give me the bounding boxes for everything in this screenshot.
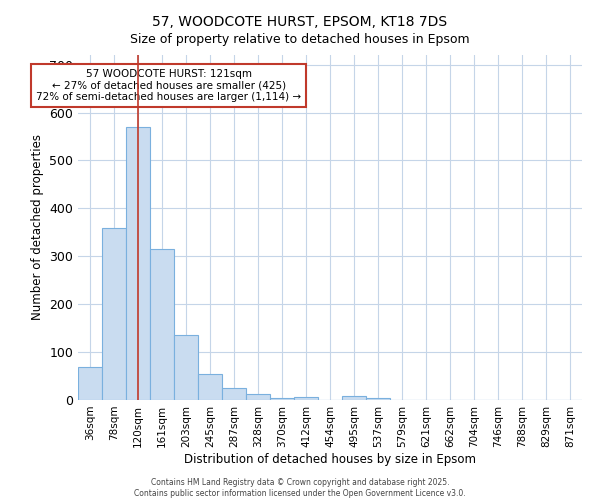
Bar <box>222 388 246 400</box>
X-axis label: Distribution of detached houses by size in Epsom: Distribution of detached houses by size … <box>184 452 476 466</box>
Text: Contains HM Land Registry data © Crown copyright and database right 2025.
Contai: Contains HM Land Registry data © Crown c… <box>134 478 466 498</box>
Bar <box>126 127 150 400</box>
Bar <box>342 396 366 400</box>
Bar <box>198 374 222 400</box>
Y-axis label: Number of detached properties: Number of detached properties <box>31 134 44 320</box>
Bar <box>294 397 318 400</box>
Bar <box>366 398 390 400</box>
Bar <box>150 249 174 400</box>
Bar <box>78 368 102 400</box>
Bar <box>246 394 270 400</box>
Bar <box>102 228 126 400</box>
Text: 57, WOODCOTE HURST, EPSOM, KT18 7DS: 57, WOODCOTE HURST, EPSOM, KT18 7DS <box>152 15 448 29</box>
Text: 57 WOODCOTE HURST: 121sqm
← 27% of detached houses are smaller (425)
72% of semi: 57 WOODCOTE HURST: 121sqm ← 27% of detac… <box>36 69 301 102</box>
Bar <box>270 398 294 400</box>
Text: Size of property relative to detached houses in Epsom: Size of property relative to detached ho… <box>130 32 470 46</box>
Bar <box>174 335 198 400</box>
